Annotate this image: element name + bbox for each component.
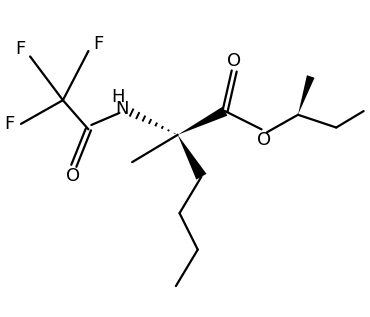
Polygon shape xyxy=(298,75,314,115)
Text: O: O xyxy=(257,131,271,149)
Text: O: O xyxy=(227,52,241,70)
Text: F: F xyxy=(4,115,14,133)
Text: O: O xyxy=(66,167,80,185)
Polygon shape xyxy=(178,135,206,180)
Polygon shape xyxy=(178,107,228,135)
Text: F: F xyxy=(15,40,25,58)
Text: H: H xyxy=(112,88,125,106)
Text: F: F xyxy=(94,36,104,54)
Text: N: N xyxy=(115,100,129,118)
